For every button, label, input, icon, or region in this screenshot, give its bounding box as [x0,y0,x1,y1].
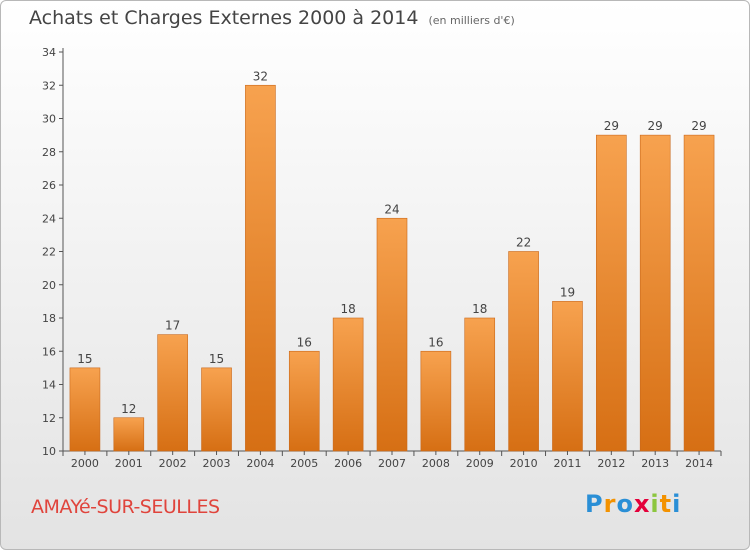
bar [69,367,101,452]
bar [376,217,408,452]
x-tick-label: 2006 [334,457,362,470]
bar [552,301,583,452]
y-tick-label: 30 [42,113,56,126]
bar-value-label: 16 [428,335,443,349]
logo-letter: P [585,490,604,518]
x-tick-label: 2012 [597,457,625,470]
proxiti-logo: Proxiti [585,490,681,518]
x-tick-label: 2013 [641,457,669,470]
y-tick-label: 28 [42,146,56,159]
bar [288,350,320,452]
y-tick-label: 24 [42,212,56,225]
y-tick-label: 32 [42,79,56,92]
x-tick-label: 2003 [203,457,231,470]
y-tick-label: 12 [42,412,56,425]
x-tick-label: 2011 [553,457,581,470]
y-tick-label: 14 [42,379,56,392]
title-text: Achats et Charges Externes 2000 à 2014 [29,7,419,29]
bar-value-label: 22 [516,236,531,250]
bar-value-label: 17 [165,319,180,333]
bar-value-label: 18 [472,302,487,316]
logo-letter: i [672,490,682,518]
bar-value-label: 19 [560,285,575,299]
x-tick-label: 2001 [115,457,143,470]
commune-name: AMAYé-SUR-SEULLES [31,496,220,518]
logo-letter: r [603,490,617,518]
chart-title: Achats et Charges Externes 2000 à 2014 (e… [29,7,515,29]
x-tick-label: 2002 [159,457,187,470]
bar [332,317,364,452]
logo-letter: t [659,490,673,518]
y-tick-label: 20 [42,279,56,292]
y-tick-label: 22 [42,246,56,259]
bar [683,134,715,452]
logo-letter: i [650,490,660,518]
bar-value-label: 15 [77,352,92,366]
y-tick-label: 16 [42,345,56,358]
chart-subtitle: (en milliers d'€) [428,14,515,27]
bar [157,334,188,452]
bar-value-label: 12 [121,402,136,416]
x-tick-label: 2004 [246,457,274,470]
bar-value-label: 16 [297,335,312,349]
bar [245,84,276,452]
bar-value-label: 24 [384,202,399,216]
x-tick-label: 2000 [71,457,99,470]
bar-value-label: 18 [340,302,355,316]
bar [113,417,145,452]
bar-value-label: 32 [253,69,268,83]
y-tick-label: 26 [42,179,56,192]
x-tick-label: 2009 [466,457,494,470]
logo-letter: x [633,490,651,518]
x-tick-label: 2010 [510,457,538,470]
y-tick-label: 34 [42,46,56,59]
logo-letter: o [616,490,634,518]
bar [508,251,539,452]
x-tick-label: 2007 [378,457,406,470]
y-tick-label: 18 [42,312,56,325]
bar [420,350,452,452]
bar-value-label: 29 [648,119,663,133]
bar-value-label: 15 [209,352,224,366]
bar-value-label: 29 [691,119,706,133]
bar [596,134,627,452]
x-tick-label: 2008 [422,457,450,470]
bar [464,317,496,452]
bar [639,134,671,452]
y-tick-label: 10 [42,445,56,458]
bar [201,367,232,452]
x-tick-label: 2014 [685,457,713,470]
bar-value-label: 29 [604,119,619,133]
x-tick-label: 2005 [290,457,318,470]
